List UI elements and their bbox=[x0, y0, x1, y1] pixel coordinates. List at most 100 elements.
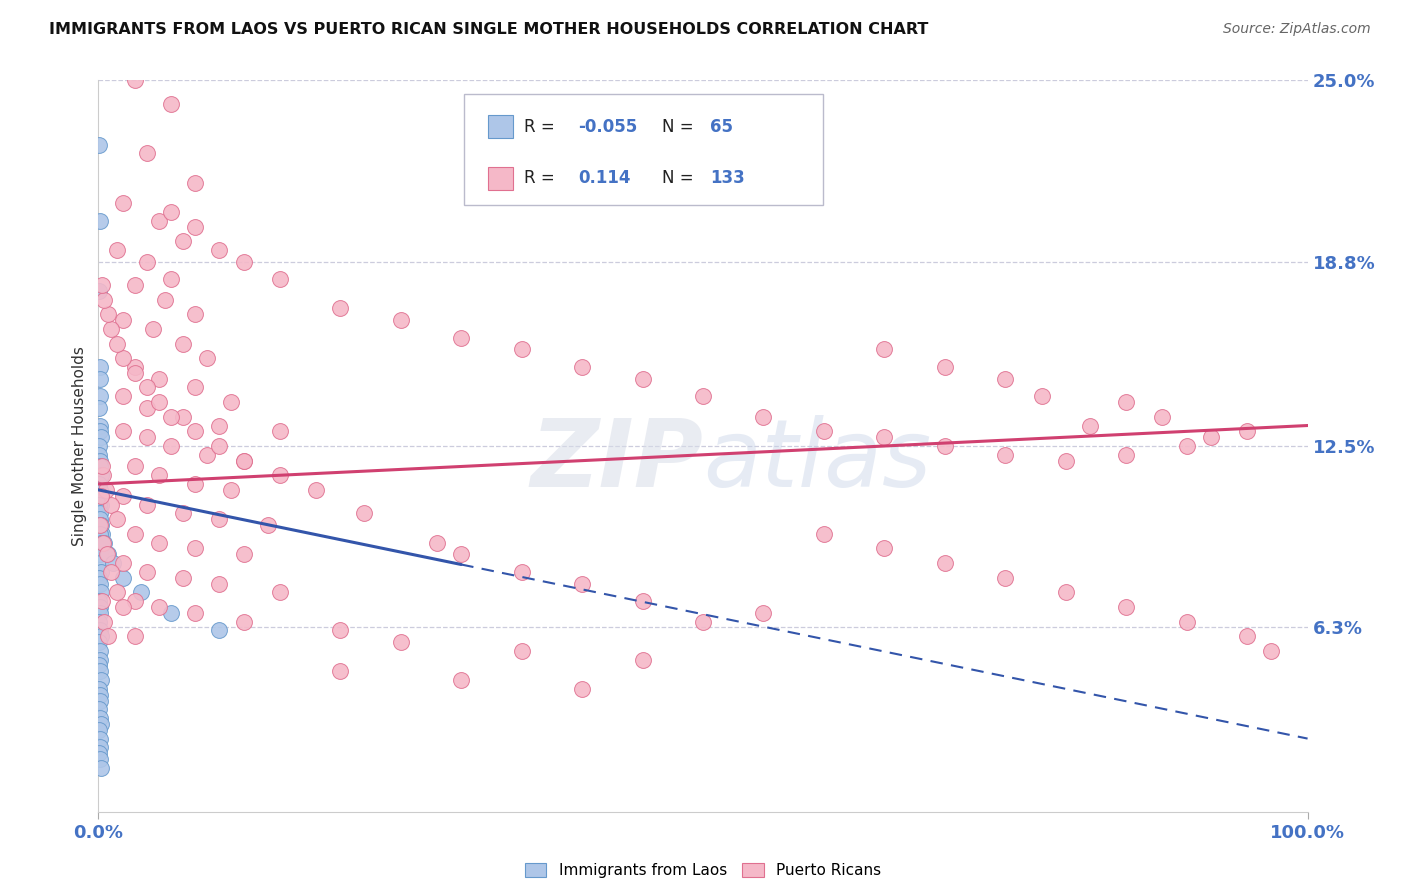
Point bbox=[172, 571, 194, 585]
Point bbox=[89, 652, 111, 666]
Point bbox=[90, 535, 112, 549]
Point bbox=[1115, 395, 1137, 409]
Point bbox=[450, 331, 472, 345]
Point bbox=[101, 556, 124, 570]
Point bbox=[89, 599, 111, 614]
Point bbox=[135, 254, 157, 268]
Point bbox=[90, 629, 112, 643]
Point bbox=[631, 372, 654, 386]
Point bbox=[510, 343, 533, 357]
Point bbox=[873, 430, 896, 444]
Point bbox=[124, 629, 146, 643]
Text: IMMIGRANTS FROM LAOS VS PUERTO RICAN SINGLE MOTHER HOUSEHOLDS CORRELATION CHART: IMMIGRANTS FROM LAOS VS PUERTO RICAN SIN… bbox=[49, 22, 928, 37]
Point bbox=[426, 535, 449, 549]
Text: -0.055: -0.055 bbox=[578, 118, 637, 136]
Point bbox=[1152, 409, 1174, 424]
Point bbox=[389, 313, 412, 327]
Point bbox=[89, 448, 111, 462]
Point bbox=[90, 489, 112, 503]
Point bbox=[105, 585, 128, 599]
Point bbox=[142, 322, 165, 336]
Point bbox=[256, 518, 278, 533]
Point bbox=[93, 615, 115, 629]
Point bbox=[1054, 585, 1077, 599]
Point bbox=[89, 284, 111, 298]
Point bbox=[934, 359, 956, 374]
Point bbox=[571, 576, 593, 591]
Point bbox=[100, 565, 122, 579]
Point bbox=[135, 380, 157, 394]
Point bbox=[87, 541, 110, 556]
Text: N =: N = bbox=[662, 118, 699, 136]
Point bbox=[148, 535, 170, 549]
Point bbox=[195, 351, 218, 366]
Point bbox=[89, 425, 111, 439]
Point bbox=[105, 336, 128, 351]
Point bbox=[89, 665, 111, 679]
Point bbox=[111, 571, 134, 585]
Point bbox=[89, 693, 111, 707]
Point bbox=[571, 681, 593, 696]
Point bbox=[111, 351, 134, 366]
Point bbox=[135, 401, 157, 415]
Point bbox=[89, 688, 111, 702]
Text: 0.114: 0.114 bbox=[578, 169, 630, 187]
Point bbox=[1175, 615, 1198, 629]
Point bbox=[91, 594, 114, 608]
Point bbox=[160, 409, 183, 424]
Point bbox=[89, 418, 111, 433]
Point bbox=[111, 599, 134, 614]
Point bbox=[752, 606, 775, 620]
Point bbox=[1031, 389, 1053, 403]
Point bbox=[752, 409, 775, 424]
Point bbox=[813, 425, 835, 439]
Point bbox=[305, 483, 328, 497]
Point bbox=[208, 439, 231, 453]
Point bbox=[89, 459, 111, 474]
Point bbox=[124, 366, 146, 380]
Point bbox=[1115, 599, 1137, 614]
Point bbox=[89, 359, 111, 374]
Point bbox=[1260, 644, 1282, 658]
Point bbox=[91, 535, 114, 549]
Point bbox=[329, 301, 352, 316]
Point bbox=[934, 439, 956, 453]
Point bbox=[232, 453, 254, 467]
Point bbox=[89, 506, 111, 520]
Point bbox=[184, 307, 207, 321]
Point bbox=[111, 389, 134, 403]
Point bbox=[89, 576, 111, 591]
Point bbox=[148, 372, 170, 386]
Point bbox=[124, 459, 146, 474]
Point bbox=[89, 213, 111, 227]
Legend: Immigrants from Laos, Puerto Ricans: Immigrants from Laos, Puerto Ricans bbox=[519, 857, 887, 885]
Text: atlas: atlas bbox=[703, 415, 931, 506]
Point bbox=[100, 322, 122, 336]
Point bbox=[89, 556, 111, 570]
Point bbox=[90, 565, 112, 579]
Point bbox=[184, 219, 207, 234]
Point bbox=[160, 606, 183, 620]
Point bbox=[89, 518, 111, 533]
Point bbox=[269, 272, 291, 286]
Point bbox=[91, 541, 114, 556]
Point bbox=[208, 624, 231, 638]
Point bbox=[90, 498, 112, 512]
Point bbox=[994, 571, 1017, 585]
Point bbox=[124, 359, 146, 374]
Text: R =: R = bbox=[524, 118, 561, 136]
Point bbox=[148, 599, 170, 614]
Point bbox=[89, 571, 111, 585]
Point bbox=[124, 278, 146, 293]
Point bbox=[269, 425, 291, 439]
Point bbox=[1199, 430, 1222, 444]
Point bbox=[208, 576, 231, 591]
Point bbox=[91, 526, 114, 541]
Point bbox=[90, 14, 112, 29]
Point bbox=[135, 565, 157, 579]
Point bbox=[221, 483, 243, 497]
Point bbox=[89, 644, 111, 658]
Point bbox=[934, 556, 956, 570]
Point bbox=[89, 702, 111, 716]
Point bbox=[90, 717, 112, 731]
